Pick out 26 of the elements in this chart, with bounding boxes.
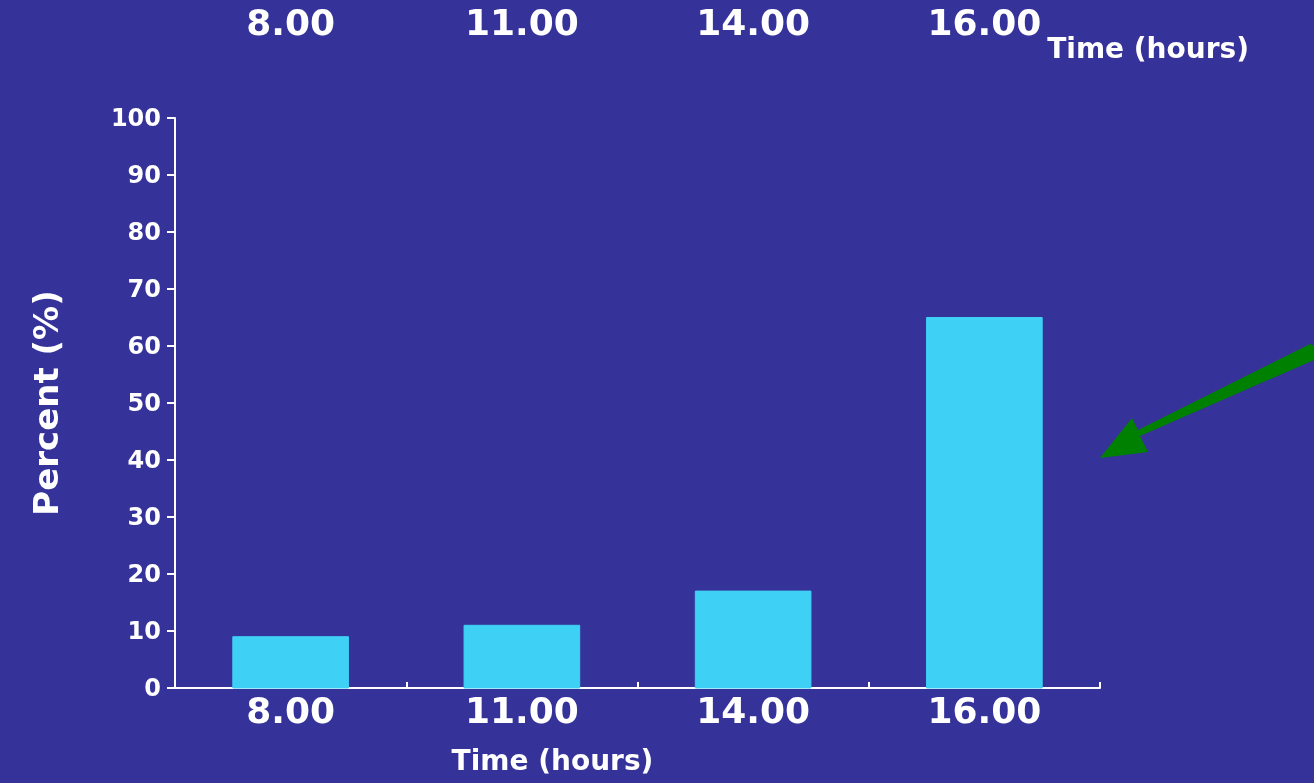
bar (926, 317, 1043, 689)
x-tick-label: 11.00 (464, 689, 579, 731)
x-tick-label: 16.00 (927, 689, 1042, 731)
y-axis-title: Percent (%) (26, 290, 66, 516)
y-tick-label: 30 (127, 503, 161, 531)
y-tick-label: 90 (127, 161, 161, 189)
y-tick-label: 40 (127, 446, 161, 474)
category-label: 14.00 (696, 1, 811, 43)
category-label: 11.00 (464, 1, 579, 43)
y-tick-label: 0 (144, 674, 161, 702)
bar (463, 624, 581, 689)
bar (232, 636, 349, 689)
y-tick-label: 80 (127, 218, 161, 246)
y-tick-label: 100 (110, 104, 161, 132)
category-label: 8.00 (246, 1, 336, 43)
bar (694, 590, 812, 689)
x-tick-label: 14.00 (696, 689, 811, 731)
y-tick-label: 20 (127, 560, 161, 588)
y-tick-label: 10 (127, 617, 161, 645)
category-label: 16.00 (927, 1, 1042, 43)
x-tick-label: 8.00 (246, 689, 336, 731)
y-tick-label: 50 (127, 389, 161, 417)
x-axis-title: Time (hours) (451, 743, 654, 777)
y-tick-label: 60 (127, 332, 161, 360)
x2-axis-title: Time (hours) (1047, 31, 1250, 65)
y-tick-label: 70 (127, 275, 161, 303)
